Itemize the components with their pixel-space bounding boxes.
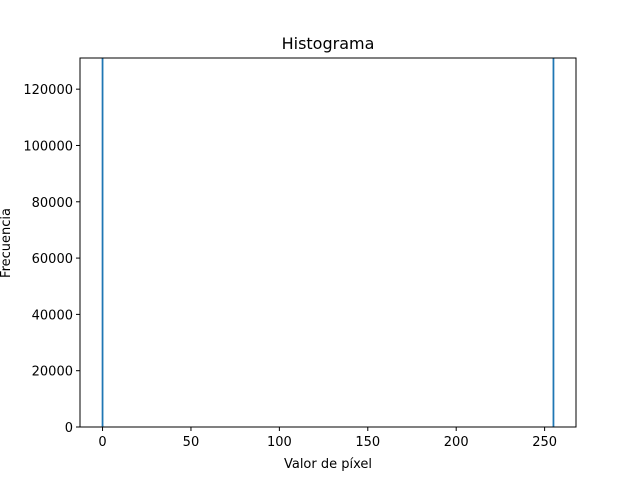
x-tick-label-1: 50 [183,435,200,450]
plot-area-frame [79,57,577,428]
y-tick-label-1: 20000 [32,365,73,380]
chart-title: Histograma [282,34,375,53]
x-tick-label-2: 100 [267,435,292,450]
x-axis-label: Valor de píxel [284,457,372,472]
x-tick-label-5: 250 [532,435,557,450]
histogram-bar-1 [552,58,555,427]
x-tick-label-0: 0 [98,435,106,450]
y-axis-label: Frecuencia [0,208,14,278]
x-tick-label-3: 150 [355,435,380,450]
bars-layer [101,58,555,427]
y-tick-label-0: 0 [65,421,73,436]
y-tick-label-6: 120000 [23,83,73,98]
y-tick-label-3: 60000 [32,252,73,267]
y-tick-label-2: 40000 [32,308,73,323]
y-tick-label-5: 100000 [23,139,73,154]
y-tick-label-4: 80000 [32,196,73,211]
histogram-bar-0 [101,58,104,427]
ticks-layer: 0 50 100 150 200 250 0 20000 40000 60000 80000 1000… [23,83,557,450]
x-tick-label-4: 200 [444,435,469,450]
